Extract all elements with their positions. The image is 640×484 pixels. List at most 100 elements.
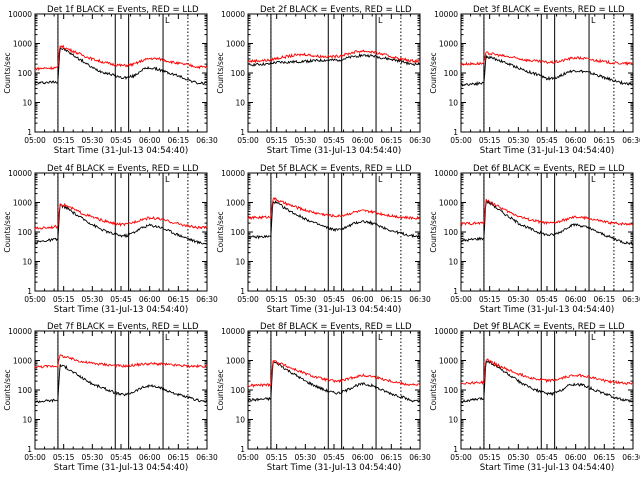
x-tick-label: 05:15	[53, 453, 75, 462]
y-tick-label: 10	[235, 99, 245, 108]
y-tick-label: 10000	[221, 327, 245, 336]
y-tick-label: 1	[453, 128, 458, 137]
x-tick-label: 06:00	[565, 453, 587, 462]
y-tick-label: 100	[18, 69, 33, 78]
panel-title: Det 1f BLACK = Events, RED = LLD	[47, 5, 199, 15]
x-tick-label: 05:30	[295, 136, 317, 145]
series-line-events	[460, 54, 634, 87]
series-line-events	[34, 364, 208, 404]
panel-title: Det 5f BLACK = Events, RED = LLD	[260, 164, 412, 174]
x-tick-label: 05:00	[24, 453, 46, 462]
panel-title: Det 7f BLACK = Events, RED = LLD	[47, 322, 199, 332]
x-tick-label: 05:15	[53, 295, 75, 304]
series-line-events	[247, 52, 421, 67]
y-tick-label: 10000	[8, 10, 32, 19]
y-tick-label: 10000	[434, 10, 458, 19]
marker-label: L	[591, 16, 596, 25]
y-tick-label: 1	[27, 128, 32, 137]
x-tick-label: 05:00	[237, 295, 259, 304]
y-tick-label: 100	[444, 228, 459, 237]
x-tick-label: 06:00	[352, 453, 374, 462]
x-tick-label: 05:45	[110, 453, 132, 462]
axes-frame	[460, 13, 634, 133]
x-tick-label: 06:30	[409, 136, 431, 145]
y-tick-label: 100	[444, 386, 459, 395]
axes-frame	[34, 172, 208, 292]
y-tick-label: 100	[444, 69, 459, 78]
y-axis-label: Counts/sec	[3, 211, 12, 252]
y-tick-label: 10	[235, 258, 245, 267]
axes-frame	[34, 13, 208, 133]
x-tick-label: 05:45	[323, 295, 345, 304]
x-tick-label: 05:00	[450, 136, 472, 145]
x-tick-label: 05:15	[53, 136, 75, 145]
y-axis-label: Counts/sec	[216, 52, 225, 93]
x-tick-label: 05:00	[450, 453, 472, 462]
y-tick-label: 10	[448, 416, 458, 425]
x-tick-label: 06:30	[622, 136, 640, 145]
x-axis-label: Start Time (31-Jul-13 04:54:40)	[54, 463, 188, 473]
x-tick-label: 06:30	[196, 136, 218, 145]
panel-title: Det 3f BLACK = Events, RED = LLD	[473, 5, 625, 15]
x-tick-label: 05:00	[237, 453, 259, 462]
x-tick-label: 05:30	[295, 453, 317, 462]
panel-title: Det 2f BLACK = Events, RED = LLD	[260, 5, 412, 15]
y-tick-label: 100	[18, 386, 33, 395]
x-tick-label: 05:45	[536, 295, 558, 304]
x-axis-label: Start Time (31-Jul-13 04:54:40)	[267, 305, 401, 315]
y-axis-label: Counts/sec	[216, 211, 225, 252]
panel-title: Det 4f BLACK = Events, RED = LLD	[47, 164, 199, 174]
y-tick-label: 10000	[434, 327, 458, 336]
x-tick-label: 05:45	[323, 136, 345, 145]
series-line-lld	[247, 196, 421, 221]
y-tick-label: 10	[22, 99, 32, 108]
panel-det-4: Det 4f BLACK = Events, RED = LLD 1 10 100 10…	[3, 164, 218, 315]
x-tick-label: 05:45	[323, 453, 345, 462]
y-tick-label: 10	[448, 99, 458, 108]
y-tick-label: 10	[22, 258, 32, 267]
x-tick-label: 06:15	[381, 136, 403, 145]
x-tick-label: 05:30	[295, 295, 317, 304]
x-tick-label: 06:00	[139, 136, 161, 145]
x-tick-label: 06:00	[139, 453, 161, 462]
panel-title: Det 6f BLACK = Events, RED = LLD	[473, 164, 625, 174]
panel-det-2: Det 2f BLACK = Events, RED = LLD 1 10 100 10…	[216, 5, 431, 156]
x-tick-label: 05:15	[266, 136, 288, 145]
y-tick-label: 1	[27, 445, 32, 454]
x-axis-label: Start Time (31-Jul-13 04:54:40)	[480, 146, 614, 156]
x-tick-label: 05:30	[508, 295, 530, 304]
marker-label: L	[165, 175, 170, 184]
marker-label: L	[591, 175, 596, 184]
y-tick-label: 100	[231, 69, 246, 78]
x-tick-label: 05:45	[110, 136, 132, 145]
x-axis-label: Start Time (31-Jul-13 04:54:40)	[267, 146, 401, 156]
x-tick-label: 06:30	[622, 453, 640, 462]
y-tick-label: 1	[240, 128, 245, 137]
x-tick-label: 05:30	[82, 295, 104, 304]
y-tick-label: 10	[235, 416, 245, 425]
y-tick-label: 100	[231, 386, 246, 395]
y-tick-label: 1000	[439, 357, 458, 366]
y-tick-label: 1000	[226, 40, 245, 49]
x-tick-label: 06:30	[196, 453, 218, 462]
panel-title: Det 8f BLACK = Events, RED = LLD	[260, 322, 412, 332]
x-tick-label: 06:15	[594, 136, 616, 145]
axes-frame	[247, 13, 421, 133]
x-tick-label: 05:45	[536, 136, 558, 145]
axes-frame	[34, 330, 208, 450]
marker-label: L	[378, 16, 383, 25]
x-tick-label: 05:15	[479, 295, 501, 304]
y-axis-label: Counts/sec	[429, 211, 438, 252]
x-axis-label: Start Time (31-Jul-13 04:54:40)	[480, 305, 614, 315]
x-tick-label: 06:15	[381, 453, 403, 462]
x-tick-label: 05:30	[508, 453, 530, 462]
x-tick-label: 05:45	[110, 295, 132, 304]
y-tick-label: 10	[448, 258, 458, 267]
y-tick-label: 10000	[221, 10, 245, 19]
series-line-events	[34, 47, 208, 86]
marker-label: L	[165, 16, 170, 25]
x-tick-label: 06:00	[352, 295, 374, 304]
y-axis-label: Counts/sec	[429, 52, 438, 93]
y-tick-label: 1	[453, 287, 458, 296]
